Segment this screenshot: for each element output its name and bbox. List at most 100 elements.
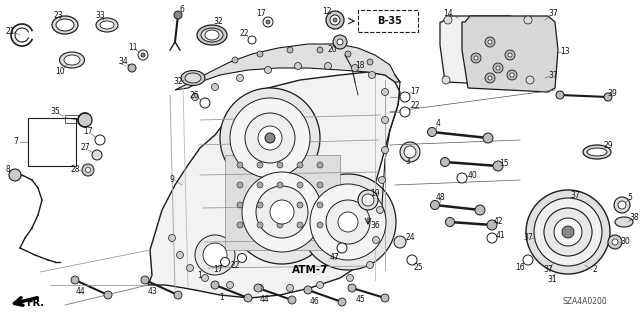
- Ellipse shape: [583, 145, 611, 159]
- Text: 44: 44: [259, 295, 269, 305]
- Circle shape: [128, 64, 136, 72]
- Circle shape: [297, 162, 303, 168]
- Circle shape: [237, 202, 243, 208]
- Text: 37: 37: [543, 265, 553, 275]
- Text: 37: 37: [548, 10, 558, 19]
- Text: 44: 44: [75, 287, 85, 296]
- Circle shape: [237, 162, 243, 168]
- Circle shape: [431, 201, 440, 210]
- Text: 21: 21: [5, 27, 15, 36]
- Circle shape: [338, 298, 346, 306]
- Circle shape: [248, 36, 256, 44]
- Circle shape: [488, 76, 492, 80]
- Circle shape: [475, 205, 485, 215]
- Circle shape: [487, 220, 497, 230]
- Circle shape: [394, 236, 406, 248]
- Circle shape: [200, 98, 210, 108]
- Text: 8: 8: [6, 166, 10, 174]
- Polygon shape: [175, 44, 400, 90]
- Circle shape: [440, 158, 449, 167]
- Circle shape: [287, 285, 294, 292]
- Circle shape: [471, 53, 481, 63]
- Circle shape: [493, 63, 503, 73]
- Text: 7: 7: [13, 137, 19, 146]
- Circle shape: [400, 142, 420, 162]
- Ellipse shape: [100, 21, 114, 29]
- Circle shape: [237, 222, 243, 228]
- Text: 42: 42: [493, 217, 503, 226]
- Circle shape: [554, 218, 582, 246]
- Circle shape: [297, 202, 303, 208]
- Text: 17: 17: [213, 265, 223, 275]
- Circle shape: [445, 218, 454, 226]
- Ellipse shape: [587, 148, 607, 156]
- Circle shape: [483, 133, 493, 143]
- Text: 37: 37: [570, 190, 580, 199]
- Circle shape: [523, 255, 533, 265]
- Circle shape: [369, 71, 376, 78]
- Ellipse shape: [52, 16, 78, 34]
- Circle shape: [614, 197, 630, 213]
- Circle shape: [324, 63, 332, 70]
- Circle shape: [186, 264, 193, 271]
- Text: 10: 10: [55, 68, 65, 77]
- Circle shape: [242, 172, 322, 252]
- Text: 45: 45: [355, 295, 365, 305]
- Circle shape: [257, 202, 263, 208]
- Circle shape: [407, 255, 417, 265]
- Circle shape: [345, 51, 351, 57]
- Circle shape: [485, 37, 495, 47]
- Circle shape: [277, 162, 283, 168]
- Circle shape: [505, 50, 515, 60]
- Circle shape: [317, 281, 323, 288]
- Text: SZA4A0200: SZA4A0200: [563, 298, 607, 307]
- Text: 28: 28: [70, 166, 80, 174]
- Circle shape: [220, 88, 320, 188]
- Circle shape: [526, 190, 610, 274]
- Circle shape: [265, 133, 275, 143]
- Circle shape: [612, 239, 618, 245]
- Text: 1: 1: [220, 293, 225, 301]
- Circle shape: [138, 50, 148, 60]
- Text: 33: 33: [95, 11, 105, 20]
- Text: 25: 25: [413, 263, 423, 272]
- Text: 22: 22: [239, 28, 249, 38]
- Ellipse shape: [96, 18, 118, 32]
- Text: 27: 27: [80, 144, 90, 152]
- Text: 47: 47: [330, 253, 340, 262]
- Polygon shape: [440, 16, 532, 85]
- Text: 20: 20: [327, 46, 337, 55]
- Circle shape: [86, 167, 90, 173]
- Circle shape: [381, 88, 388, 95]
- Text: 1: 1: [198, 271, 202, 279]
- Circle shape: [351, 64, 358, 71]
- Text: 16: 16: [515, 263, 525, 272]
- Circle shape: [287, 47, 293, 53]
- Circle shape: [244, 294, 252, 302]
- Circle shape: [270, 200, 294, 224]
- Circle shape: [78, 113, 92, 127]
- Text: 17: 17: [83, 128, 93, 137]
- Bar: [225, 155, 340, 250]
- Text: 37: 37: [523, 234, 533, 242]
- Circle shape: [202, 275, 209, 281]
- Polygon shape: [148, 72, 400, 298]
- Circle shape: [245, 113, 295, 163]
- Bar: [28, 118, 76, 166]
- Circle shape: [256, 186, 308, 238]
- Circle shape: [338, 212, 358, 232]
- Circle shape: [510, 73, 514, 77]
- Circle shape: [257, 51, 263, 57]
- Bar: [358, 10, 418, 32]
- Circle shape: [326, 200, 370, 244]
- Circle shape: [507, 70, 517, 80]
- Ellipse shape: [60, 52, 84, 68]
- Circle shape: [485, 73, 495, 83]
- Text: 39: 39: [607, 88, 617, 98]
- Circle shape: [82, 164, 94, 176]
- Text: 40: 40: [467, 170, 477, 180]
- Circle shape: [257, 285, 264, 292]
- Circle shape: [376, 206, 383, 213]
- Circle shape: [92, 150, 102, 160]
- Circle shape: [211, 281, 219, 289]
